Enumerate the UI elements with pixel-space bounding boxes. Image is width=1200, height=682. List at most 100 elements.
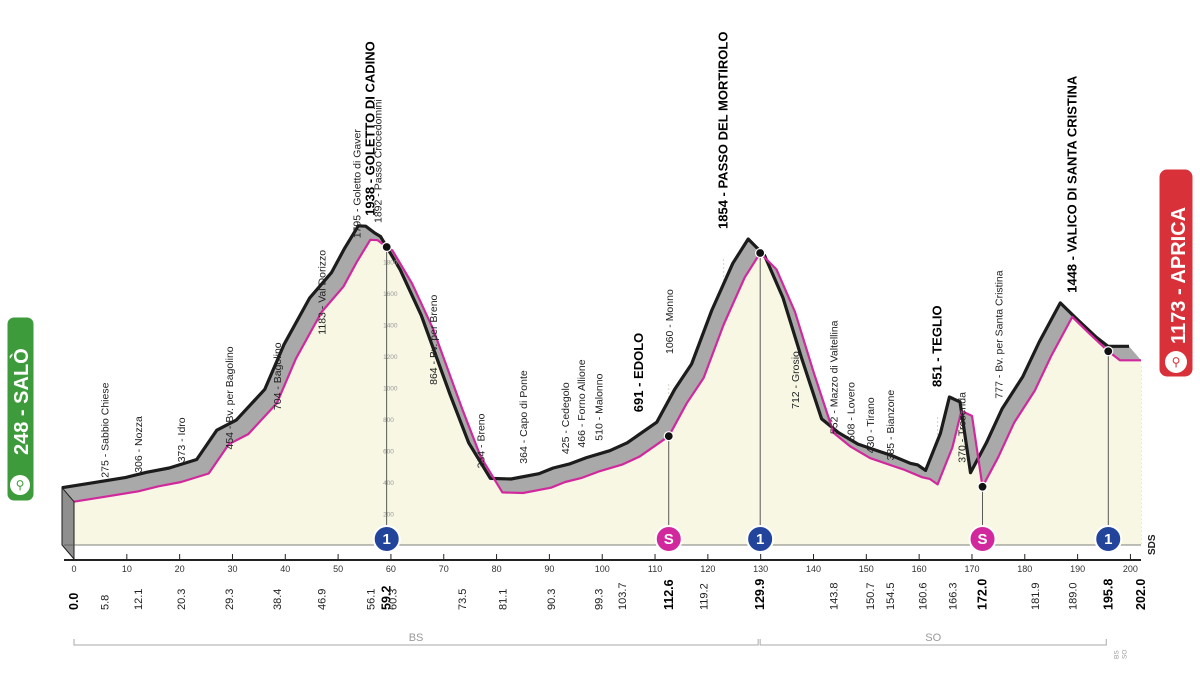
- altitude-tick-label: 1000: [383, 386, 398, 393]
- climb-summit-dot: [755, 247, 766, 259]
- x-tick-label: 30: [227, 564, 237, 574]
- waypoint-label: 712 - Grosio: [790, 351, 802, 409]
- finish-name: 1173 - APRICA: [1168, 207, 1190, 344]
- sprint-marker: [968, 525, 997, 553]
- climb-summit-dot: [663, 431, 674, 442]
- start-bike-glyph: ⚲: [16, 478, 25, 492]
- km-label: 81.1: [497, 589, 509, 610]
- x-tick-label: 190: [1070, 564, 1085, 574]
- altitude-tick-label: 200: [383, 512, 394, 519]
- km-label: 73.5: [457, 589, 469, 610]
- altitude-tick-label: 1400: [383, 323, 398, 330]
- km-label: 112.6: [662, 579, 676, 610]
- road-band: [62, 225, 1141, 502]
- finish-badge: ⚲ 1173 - APRICA: [1156, 166, 1196, 380]
- waypoint-label: 704 - Bagolino: [272, 342, 284, 410]
- km-label: 119.2: [699, 583, 711, 610]
- finish-town: APRICA: [1168, 207, 1190, 284]
- x-tick-label: 150: [859, 564, 874, 574]
- kom-marker: [372, 525, 401, 553]
- x-tick-label: 200: [1123, 564, 1138, 574]
- waypoint-label: 373 - Idro: [176, 417, 188, 462]
- region-label: SO: [925, 632, 941, 644]
- km-label: 99.3: [594, 589, 606, 610]
- altitude-tick-label: 1200: [383, 354, 398, 361]
- waypoint-label: 851 - TEGLIO: [930, 305, 945, 387]
- x-tick-label: 20: [175, 564, 185, 574]
- start-town: SALÒ: [9, 348, 33, 404]
- kom-marker: [746, 525, 775, 553]
- x-tick-label: 60: [386, 564, 396, 574]
- region-bracket: [759, 639, 1107, 646]
- region-label: BS: [409, 632, 424, 644]
- profile-fill: [74, 239, 1141, 546]
- waypoint-label: 1795 - Goletto di Gaver: [352, 129, 364, 239]
- waypoint-label: 1892 - Passo Crocedomini: [373, 99, 385, 223]
- km-label: 166.3: [947, 582, 959, 610]
- road-top-edge: [61, 224, 1129, 490]
- finish-badge-bg: [1156, 166, 1196, 380]
- altitude-tick-label: 400: [383, 480, 394, 487]
- finish-altitude: 1173: [1168, 301, 1190, 344]
- altitude-tick-label: 1800: [383, 260, 398, 267]
- altitude-tick-label: 600: [383, 449, 394, 456]
- waypoint-label: 370 - Tresenda: [956, 392, 968, 463]
- km-label: 90.3: [546, 589, 558, 610]
- waypoint-label: 1060 - Monno: [664, 289, 676, 354]
- waypoint-label: 275 - Sabbio Chiese: [100, 382, 112, 477]
- start-badge: ⚲ 248 - SALÒ: [4, 314, 37, 504]
- kom-marker: [1094, 525, 1123, 553]
- finish-separator: -: [1168, 284, 1190, 301]
- waypoint-label: 1938 - GOLETTO DI CADINO: [362, 41, 377, 216]
- finish-bike-glyph: ⚲: [1172, 355, 1181, 369]
- km-label: 181.9: [1030, 582, 1042, 610]
- climb-summit-dot: [381, 241, 392, 253]
- km-label: 5.8: [100, 595, 112, 610]
- waypoint-label: 385 - Bianzone: [885, 390, 897, 461]
- waypoint-label: 1183 - Val Dorizzo: [317, 250, 329, 335]
- start-altitude: 248: [11, 422, 33, 455]
- kom-category-label: 1: [756, 531, 764, 548]
- waypoint-label: 334 - Breno: [476, 413, 488, 468]
- km-label: 56.1: [365, 589, 377, 610]
- region-bracket: [73, 639, 759, 646]
- waypoint-label: 306 - Nozza: [133, 416, 145, 473]
- waypoint-label: 552 - Mazzo di Valtellina: [829, 320, 841, 434]
- waypoint-label: 777 - Bv. per Santa Cristina: [993, 270, 1005, 398]
- altitude-tick-label: 1600: [383, 291, 398, 298]
- kom-category-label: 1: [1104, 531, 1112, 548]
- endpoints-group: ⚲ 248 - SALÒ ⚲ 1173 - APRICA: [4, 166, 1196, 504]
- tiny-region-label: SO: [1122, 650, 1129, 659]
- waypoint-label: 1448 - VALICO DI SANTA CRISTINA: [1064, 75, 1079, 293]
- waypoint-label: 364 - Capo di Ponte: [518, 370, 530, 464]
- climb-summit-dot: [1103, 346, 1114, 357]
- x-tick-label: 90: [544, 564, 554, 574]
- kom-category-label: 1: [383, 531, 391, 548]
- km-label: 59.2: [380, 586, 394, 610]
- km-label: 129.9: [753, 579, 767, 610]
- start-name: 248 - SALÒ: [9, 348, 33, 455]
- climb-summit-dot: [977, 481, 988, 492]
- start-separator: -: [11, 404, 33, 422]
- sprint-marker: [654, 525, 683, 553]
- x-tick-label: 160: [912, 564, 927, 574]
- km-label: 172.0: [976, 579, 990, 610]
- sprint-label: S: [664, 531, 674, 548]
- waypoints-group: 275 - Sabbio Chiese 306 - Nozza 373 - Idro…: [100, 32, 1080, 478]
- waypoint-label: 510 - Malonno: [594, 373, 606, 440]
- x-tick-label: 100: [595, 564, 610, 574]
- tiny-region-label: BS: [1114, 650, 1121, 659]
- x-tick-label: 0: [71, 564, 76, 574]
- waypoint-label: 430 - Tirano: [865, 397, 877, 453]
- km-label: 143.8: [829, 582, 841, 610]
- km-label: 195.8: [1101, 579, 1115, 610]
- km-label: 38.4: [272, 589, 284, 610]
- km-labels-group: 0.0 5.8 12.1 20.3 29.3 38.4 46.9 56.1 59.260.3 73…: [67, 579, 1148, 610]
- x-tick-label: 40: [280, 564, 290, 574]
- waypoint-label: 864 - Bv. per Breno: [428, 294, 440, 384]
- km-label: 12.1: [133, 589, 145, 610]
- finish-sds-label: SDS: [1147, 534, 1158, 555]
- waypoint-label: 691 - EDOLO: [631, 333, 646, 412]
- waypoint-label: 508 - Lovero: [846, 382, 858, 441]
